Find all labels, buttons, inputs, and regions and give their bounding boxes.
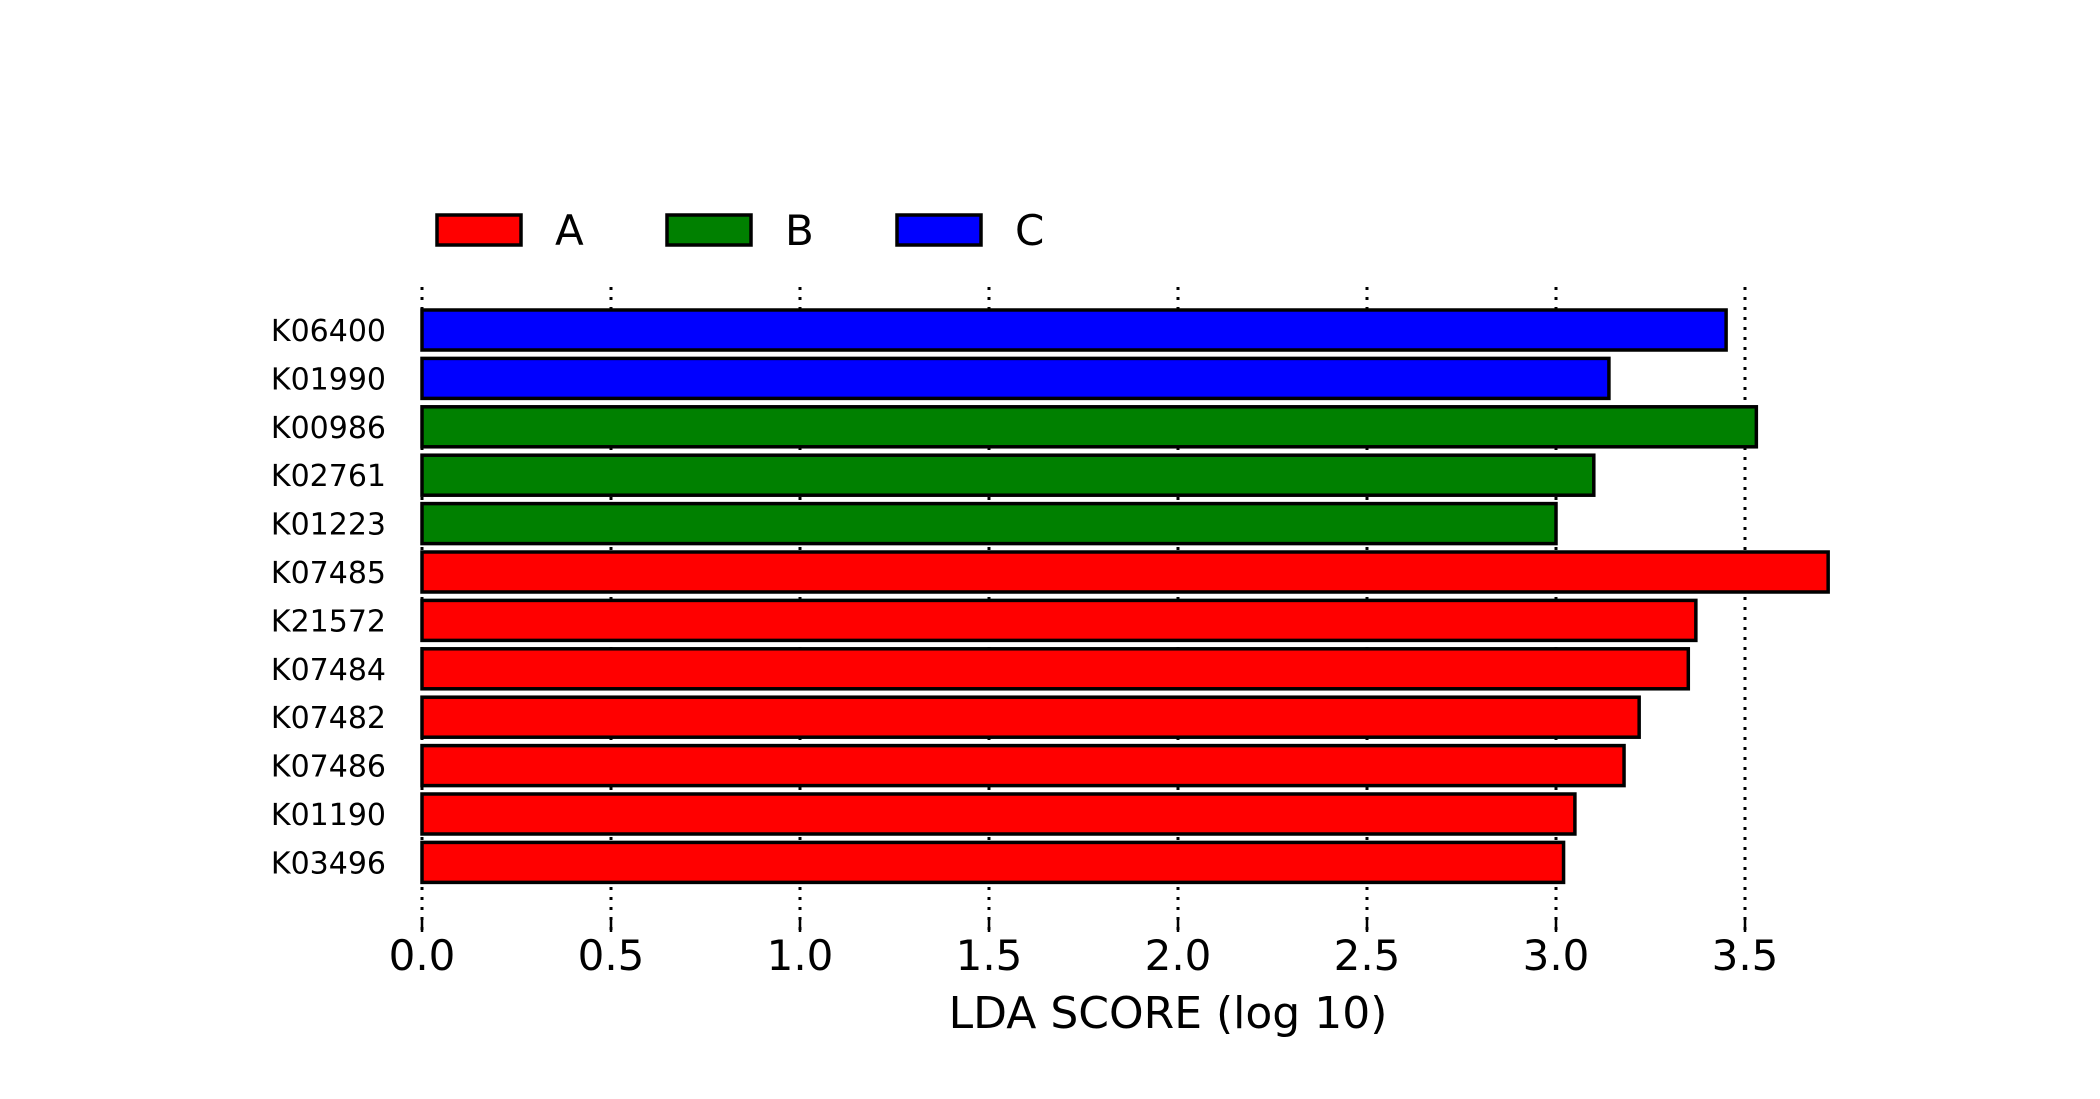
- legend-swatch-b: [665, 213, 753, 247]
- x-tick-label: 3.0: [1523, 931, 1590, 980]
- category-label: K07485: [271, 556, 386, 591]
- bar-k03496: [420, 840, 1566, 885]
- bar-k07484: [420, 647, 1691, 691]
- category-label: K06400: [271, 314, 386, 349]
- legend-label: A: [555, 206, 584, 255]
- bar-k07486: [420, 743, 1626, 788]
- category-label: K21572: [271, 604, 386, 639]
- bar-k06400: [420, 308, 1728, 352]
- category-label: K03496: [271, 846, 386, 881]
- x-tick-label: 3.5: [1712, 931, 1779, 980]
- bar-k07485: [420, 550, 1830, 594]
- category-label: K07482: [271, 701, 386, 736]
- category-label: K07486: [271, 750, 386, 785]
- category-label: K07484: [271, 653, 386, 688]
- category-label: K01223: [271, 508, 386, 543]
- category-label: K01190: [271, 798, 386, 833]
- bar-k01990: [420, 356, 1611, 401]
- x-tick-label: 1.5: [956, 931, 1023, 980]
- legend: A B C: [435, 206, 1044, 255]
- legend-swatch-a: [435, 213, 523, 247]
- x-tick-label: 2.0: [1145, 931, 1212, 980]
- category-label: K01990: [271, 362, 386, 397]
- x-tick-label: 1.0: [767, 931, 834, 980]
- bar-k21572: [420, 598, 1698, 643]
- bar-k07482: [420, 695, 1641, 739]
- legend-swatch-c: [895, 213, 983, 247]
- bar-k02761: [420, 453, 1596, 497]
- legend-label: C: [1015, 206, 1044, 255]
- bar-k01223: [420, 501, 1558, 546]
- bar-layer: [420, 308, 1830, 885]
- legend-label: B: [785, 206, 814, 255]
- x-tick-label: 0.0: [389, 931, 456, 980]
- x-axis-ticks: 0.0 0.5 1.0 1.5 2.0 2.5 3.0 3.5: [389, 920, 1779, 980]
- bar-k01190: [420, 792, 1577, 836]
- x-tick-label: 0.5: [578, 931, 645, 980]
- bar-k00986: [420, 405, 1759, 449]
- category-labels: K06400 K01990 K00986 K02761 K01223 K07485 K215…: [271, 314, 386, 881]
- x-tick-label: 2.5: [1334, 931, 1401, 980]
- category-label: K02761: [271, 459, 386, 494]
- category-label: K00986: [271, 411, 386, 446]
- x-axis-title: LDA SCORE (log 10): [949, 988, 1388, 1039]
